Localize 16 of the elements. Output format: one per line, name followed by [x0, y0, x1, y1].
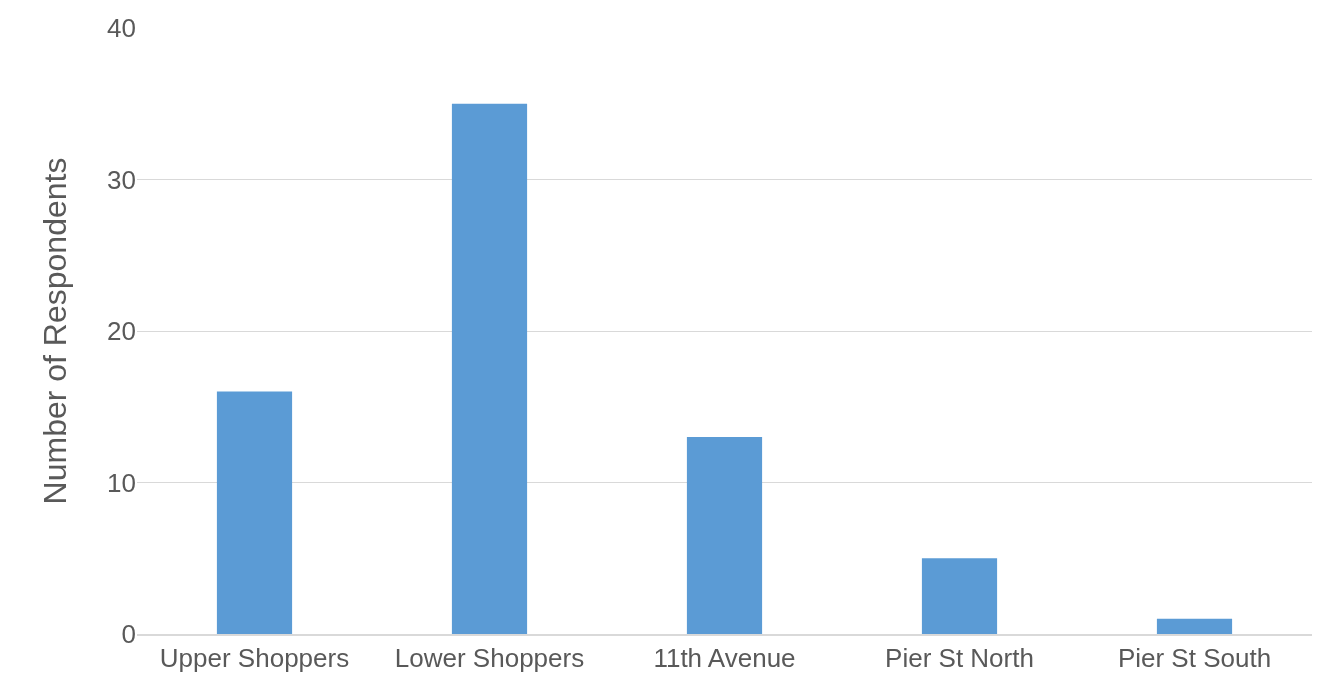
bar [921, 558, 998, 634]
x-tick-label: Upper Shoppers [159, 642, 350, 673]
y-tick-label: 30 [107, 164, 136, 195]
y-tick-label: 20 [107, 316, 136, 347]
y-tick-label: 40 [107, 13, 136, 44]
y-tick-label: 10 [107, 467, 136, 498]
x-tick-label: Pier St North [885, 642, 1034, 673]
x-tick-label: Lower Shoppers [394, 642, 585, 673]
x-tick-label: 11th Avenue [653, 642, 796, 673]
y-axis-title: Number of Respondents [37, 157, 74, 505]
bar [451, 103, 528, 634]
bar [216, 391, 293, 634]
x-tick-label: Pier St South [1117, 642, 1272, 673]
bar [1156, 618, 1233, 634]
bar [686, 437, 763, 634]
y-tick-label: 0 [121, 619, 136, 650]
